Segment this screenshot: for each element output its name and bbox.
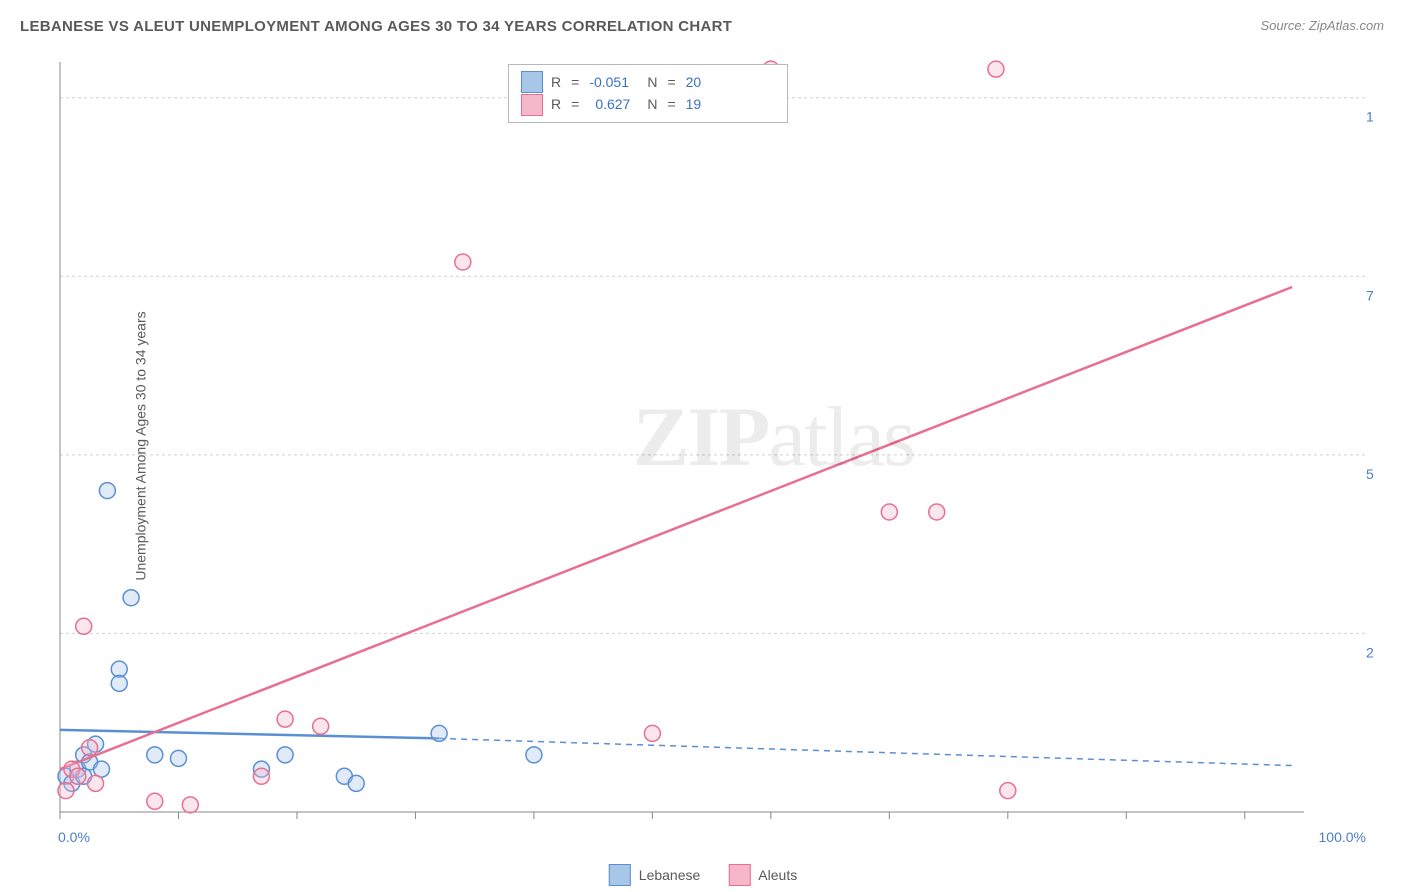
data-point [455,254,471,270]
data-point [431,725,447,741]
data-point [881,504,897,520]
y-tick-label: 100.0% [1366,109,1374,125]
data-point [1000,783,1016,799]
data-point [147,747,163,763]
source-label: Source: ZipAtlas.com [1260,18,1384,33]
swatch-aleuts-icon [728,864,750,886]
data-point [348,775,364,791]
legend-row-aleuts: R = 0.627 N = 19 [521,93,775,115]
trend-line [60,287,1292,769]
data-point [70,768,86,784]
y-tick-label: 25.0% [1366,644,1374,660]
data-point [988,61,1004,77]
data-point [277,747,293,763]
swatch-aleuts [521,94,543,116]
x-max-label: 100.0% [1319,829,1366,845]
data-point [58,783,74,799]
legend-item-lebanese: Lebanese [609,864,701,886]
data-point [313,718,329,734]
correlation-legend: R = -0.051 N = 20 R = 0.627 N = 19 [508,64,788,123]
data-point [123,590,139,606]
legend-row-lebanese: R = -0.051 N = 20 [521,71,775,93]
data-point [147,793,163,809]
y-tick-label: 50.0% [1366,466,1374,482]
swatch-lebanese-icon [609,864,631,886]
trend-line [60,730,439,739]
y-tick-label: 75.0% [1366,287,1374,303]
chart-svg: 25.0% 50.0% 75.0% 100.0% 0.0% 100.0% [54,58,1374,848]
data-point [88,775,104,791]
chart-title: LEBANESE VS ALEUT UNEMPLOYMENT AMONG AGE… [20,18,732,35]
trend-line-extrapolated [439,738,1292,765]
data-point [277,711,293,727]
x-min-label: 0.0% [58,829,90,845]
data-point [644,725,660,741]
data-point [253,768,269,784]
data-point [99,483,115,499]
legend-item-aleuts: Aleuts [728,864,797,886]
data-point [170,750,186,766]
data-point [111,675,127,691]
series-legend: Lebanese Aleuts [609,864,797,886]
scatter-plot: 25.0% 50.0% 75.0% 100.0% 0.0% 100.0% [54,58,1374,848]
data-point [526,747,542,763]
data-point [929,504,945,520]
data-point [82,740,98,756]
data-point [182,797,198,813]
data-point [76,618,92,634]
swatch-lebanese [521,71,543,93]
